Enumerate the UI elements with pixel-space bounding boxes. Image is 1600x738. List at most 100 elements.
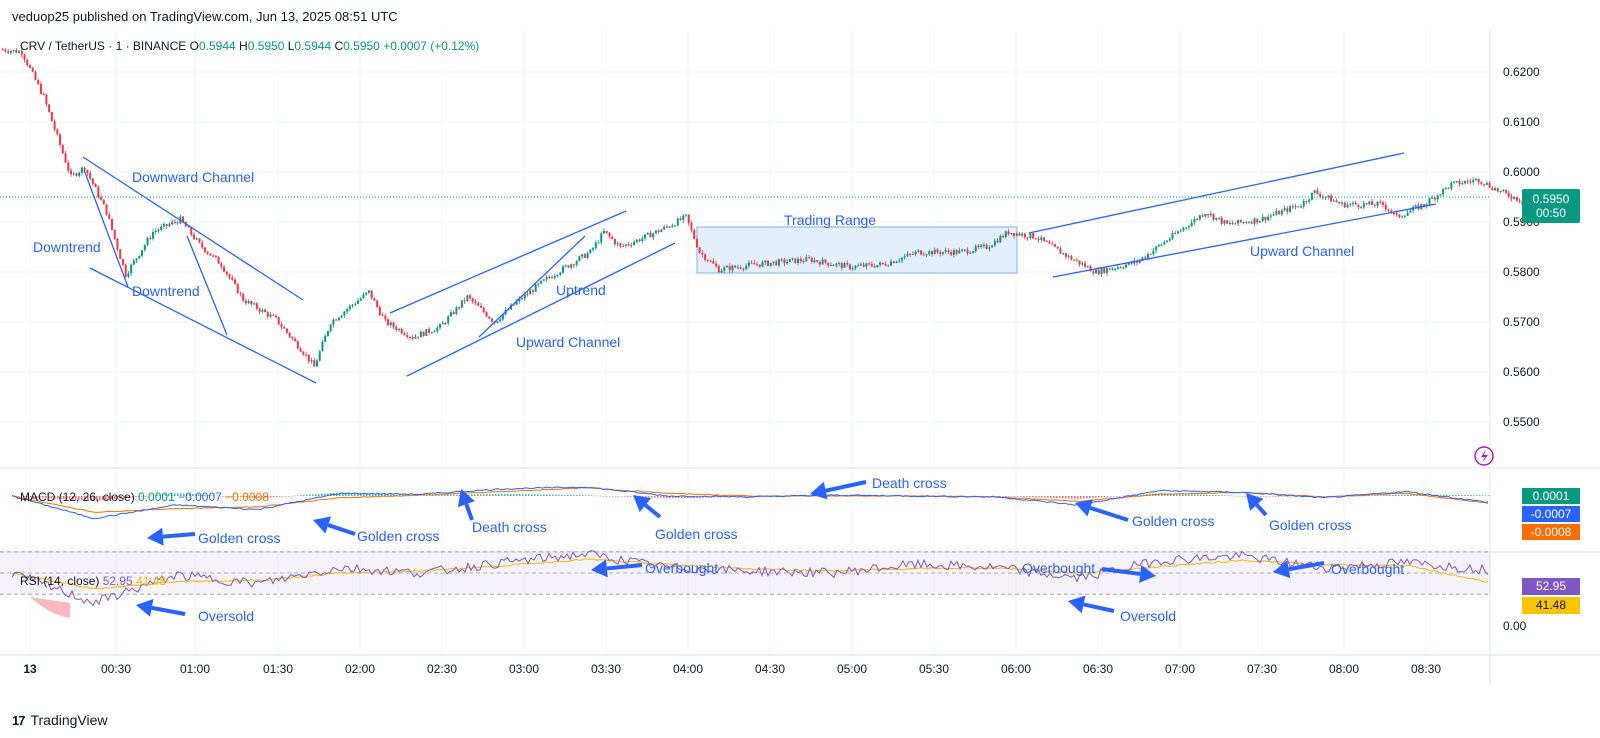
macd-line [11,486,1489,520]
macd-hist-bar [156,495,158,496]
candle-body [985,244,988,249]
macd-hist-bar [372,493,374,496]
trend-line [89,267,317,384]
candle [660,228,663,233]
time-tick-label: 01:00 [180,662,210,676]
macd-hist-bar [438,494,440,496]
macd-hist-bar [1242,496,1244,497]
macd-hist-bar [504,493,506,496]
time-tick-label: 04:30 [755,662,785,676]
high-label: H [239,39,248,53]
macd-hist-bar [222,495,224,497]
candle [201,239,204,250]
candle-body [474,301,477,303]
candle-body [1125,264,1128,268]
candle-body [340,315,343,318]
macd-hist-bar [1485,495,1487,496]
candle-body [1515,196,1518,201]
candle [1362,200,1365,210]
candle-body [1226,220,1229,224]
candle [1313,189,1316,195]
candle [351,303,354,308]
candle [100,194,103,201]
candle [417,336,420,340]
candle [695,236,698,249]
macd-hist-bar [489,494,491,496]
candle-body [581,254,584,257]
candle-body [168,224,171,227]
candle [225,271,228,277]
footer-brand[interactable]: 17 TradingView [12,712,108,728]
candle-body [761,262,764,267]
macd-hist-bar [246,496,248,498]
candle-body [1177,231,1179,234]
candle-body [1040,237,1043,240]
candle [1193,216,1196,225]
rsi-legend[interactable]: RSI (14, close) 52.95 41.48 [20,574,166,588]
close-label: C [334,39,344,53]
candle-body [209,253,212,256]
candle-body [1335,200,1338,203]
arrow-head [810,481,828,500]
candle-body [1308,199,1311,202]
symbol-name[interactable]: CRV / TetherUS · 1 · BINANCE [20,39,187,53]
candle-body [116,238,119,250]
macd-legend[interactable]: MACD (12, 26, close) 0.0001 −0.0007 −0.0… [20,490,269,504]
macd-hist-bar [279,496,281,497]
candle [786,259,789,265]
candle [1289,204,1292,214]
candle-body [961,249,964,251]
macd-hist-bar [45,496,47,499]
candle-body [1138,260,1141,263]
macd-hist-bar [510,493,512,496]
candle-body [422,331,425,336]
macd-hist-bar [627,496,629,497]
candle [1357,204,1360,210]
candle [950,249,953,257]
candle-body [941,252,944,254]
macd-hist-bar [1257,496,1259,497]
candle [143,243,146,252]
candle-body [1507,192,1510,197]
candle [162,222,165,230]
candle-body [389,322,392,326]
macd-hist-bar [366,493,368,496]
candle-body [1398,214,1401,218]
macd-hist-bar [84,496,86,501]
candle-body [447,316,450,324]
candle-body [1256,218,1259,223]
candle [220,261,223,270]
candle-body [1149,253,1152,255]
candle-body [39,84,42,94]
candle [794,258,797,264]
candle [1231,220,1234,225]
candle [917,248,920,254]
candle [370,290,373,300]
candle [764,260,767,265]
candle-body [67,162,70,171]
candle-body [616,243,619,245]
macd-hist-bar [1167,493,1169,496]
candle-body [540,280,543,284]
macd-hist-bar [513,493,515,496]
candle [324,333,327,342]
candle [138,255,141,259]
macd-hist-bar [1137,494,1139,496]
candle-body [622,245,625,247]
candle [316,358,318,367]
macd-hist-bar [666,496,668,499]
candle-body [1223,220,1226,224]
price-tick-label: 0.6000 [1503,165,1540,179]
candle [933,247,936,255]
macd-hist-bar [33,496,35,498]
macd-hist-bar [81,496,83,501]
candle [821,257,824,265]
candle-body [720,270,723,273]
candle-body [1283,208,1286,211]
candle [1491,185,1494,191]
candle-body [357,300,359,304]
candle-body [97,187,100,198]
candle [947,248,950,255]
candle [1261,213,1264,222]
